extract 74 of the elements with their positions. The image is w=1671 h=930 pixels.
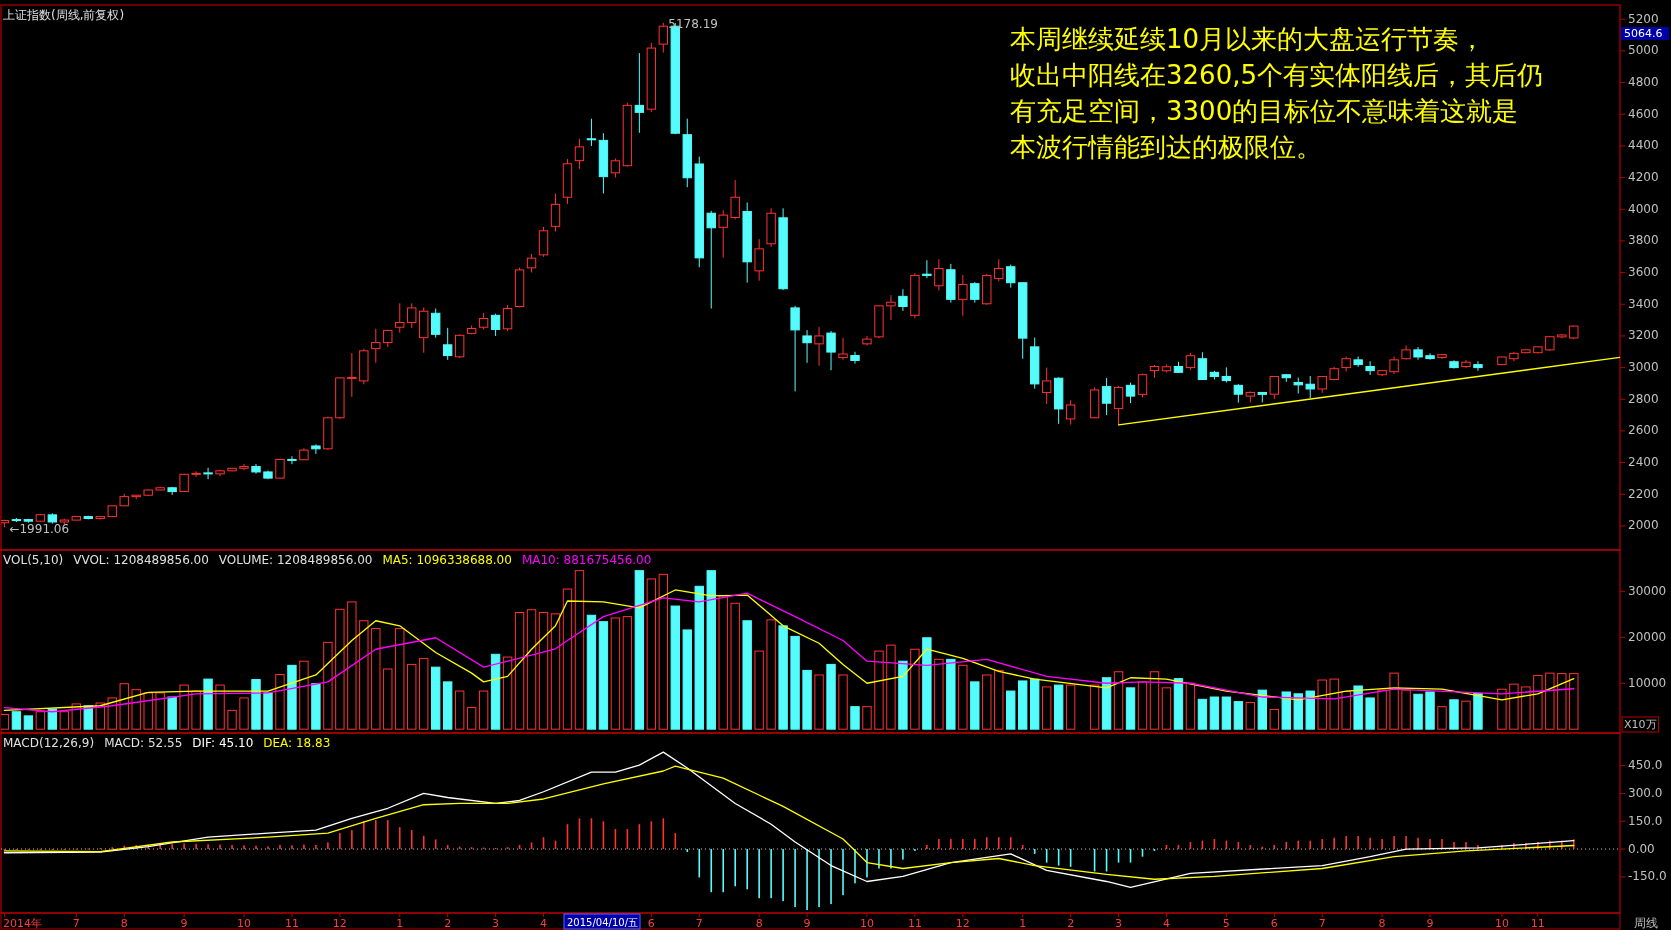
annotation: 本波行情能到达的极限位。 <box>1010 132 1322 162</box>
text: DIF: 45.10 <box>192 735 254 750</box>
y-tick-label: 3800 <box>1628 233 1659 248</box>
y-tick-label: 3600 <box>1628 265 1659 280</box>
annotation: MACD: 52.55 <box>104 735 183 750</box>
x-tick-label: 11 <box>907 917 922 930</box>
x-axis-title: 周线 <box>1633 916 1658 930</box>
y-tick-label: 5000 <box>1628 43 1659 58</box>
x-tick-label: 12 <box>955 917 970 930</box>
text: MA10: 881675456.00 <box>521 552 652 567</box>
x-tick-label: 11 <box>284 917 299 930</box>
x-tick-label: 7 <box>72 917 80 930</box>
x-tick-label: 3 <box>492 917 500 930</box>
y-tick-label: 4200 <box>1628 170 1659 185</box>
x-tick-label: 10 <box>237 917 252 930</box>
x-tick-label: 10 <box>859 917 874 930</box>
y-tick-label: 10000 <box>1628 675 1667 690</box>
annotation: VOLUME: 1208489856.00 <box>218 552 373 567</box>
x-tick-label: 8 <box>1378 917 1386 930</box>
y-tick-label: 2400 <box>1628 455 1659 470</box>
text: 5064.6 <box>1624 26 1663 40</box>
x-tick-label: 9 <box>1426 917 1434 930</box>
annotation: VOL(5,10) <box>3 552 64 567</box>
chart-title: 上证指数(周线,前复权) <box>3 7 125 22</box>
x-tick-label: 1 <box>396 917 404 930</box>
text: 2015/04/10/五 <box>567 917 639 928</box>
x-tick-label: 7 <box>695 917 703 930</box>
y-tick-label: 2200 <box>1628 486 1659 501</box>
x-tick-label: 6 <box>1270 917 1278 930</box>
x-tick-label: 2014年 <box>3 917 42 930</box>
x-tick-label: 3 <box>1115 917 1123 930</box>
x-tick-label: 6 <box>647 917 655 930</box>
x-tick-label: 1 <box>1019 917 1027 930</box>
text: DEA: 18.83 <box>263 735 331 750</box>
y-tick-label: 2800 <box>1628 391 1659 406</box>
annotation: 本周继续延续10月以来的大盘运行节奏， <box>1010 24 1486 54</box>
y-tick-label: -150.0 <box>1628 869 1667 884</box>
y-tick-label: 4600 <box>1628 106 1659 121</box>
y-tick-label: 20000 <box>1628 629 1667 644</box>
annotation: 有充足空间，3300的目标位不意味着这就是 <box>1010 96 1519 126</box>
annotation: ←1991.06 <box>9 521 70 536</box>
x-tick-label: 2 <box>1067 917 1075 930</box>
y-tick-label: 2600 <box>1628 423 1659 438</box>
y-tick-label: 2000 <box>1628 518 1659 533</box>
x-tick-label: 8 <box>120 917 128 930</box>
x-tick-label: 5 <box>1222 917 1230 930</box>
x-tick-label: 2 <box>444 917 452 930</box>
y-tick-label: 450.0 <box>1628 758 1663 773</box>
y-tick-label: 5200 <box>1628 11 1659 26</box>
y-tick-label: 0.00 <box>1628 841 1655 856</box>
annotation: 5178.19 <box>668 17 718 32</box>
text: MA5: 1096338688.00 <box>382 552 512 567</box>
y-tick-label: 3400 <box>1628 296 1659 311</box>
x-tick-label: 7 <box>1318 917 1326 930</box>
y-tick-label: 4400 <box>1628 138 1659 153</box>
y-tick-label: 150.0 <box>1628 813 1663 828</box>
x-tick-label: 11 <box>1530 917 1545 930</box>
x-tick-label: 4 <box>540 917 548 930</box>
x-tick-label: 9 <box>803 917 811 930</box>
x-tick-label: 12 <box>332 917 347 930</box>
annotation: MACD(12,26,9) <box>3 735 95 750</box>
annotation: 收出中阳线在3260,5个有实体阳线后，其后仍 <box>1010 60 1543 90</box>
y-tick-label: 4800 <box>1628 75 1659 90</box>
y-axis-title: X10万 <box>1624 718 1657 731</box>
x-tick-label: 8 <box>755 917 763 930</box>
x-tick-label: 10 <box>1494 917 1509 930</box>
y-tick-label: 3200 <box>1628 328 1659 343</box>
x-tick-label: 4 <box>1162 917 1170 930</box>
y-tick-label: 30000 <box>1628 583 1667 598</box>
y-tick-label: 4000 <box>1628 201 1659 216</box>
annotation: VVOL: 1208489856.00 <box>73 552 209 567</box>
x-tick-label: 9 <box>180 917 188 930</box>
y-tick-label: 300.0 <box>1628 785 1663 800</box>
y-tick-label: 3000 <box>1628 360 1659 375</box>
